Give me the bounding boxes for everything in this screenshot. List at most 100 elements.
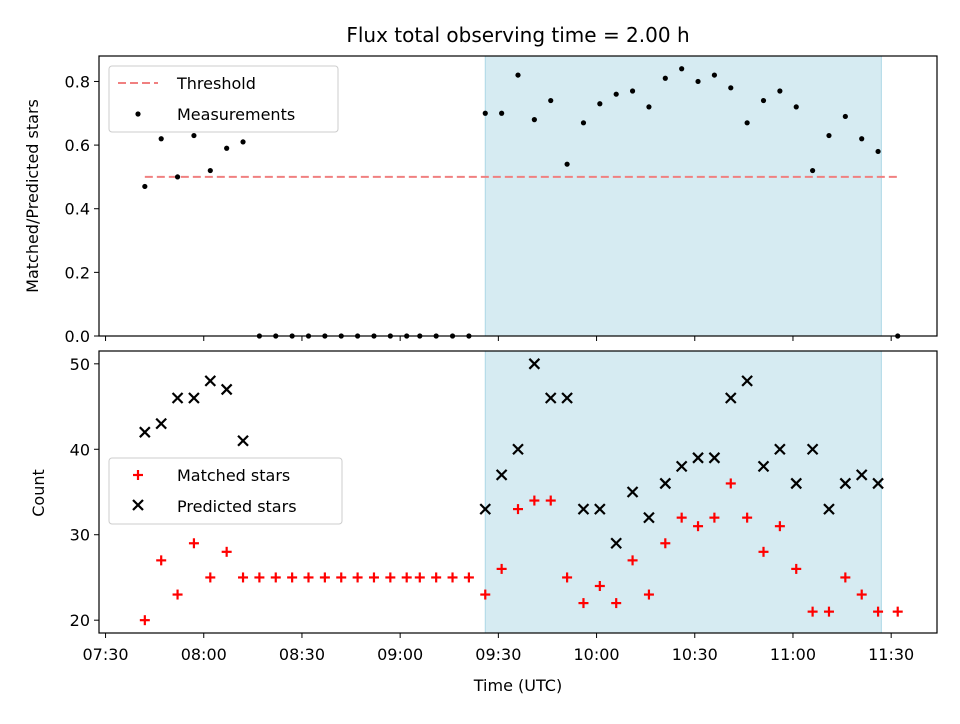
predicted-star-point <box>643 511 655 524</box>
matched-star-point <box>270 572 281 583</box>
matched-star-point <box>676 512 687 523</box>
measurement-point <box>174 174 181 180</box>
bottom-y-ticks: 20 30 40 50 <box>70 355 99 630</box>
matched-star-point <box>319 572 330 583</box>
matched-star-point <box>513 504 523 515</box>
legend-predicted-swatch <box>132 499 144 511</box>
matched-star-point <box>172 589 183 600</box>
measurement-point <box>810 167 816 174</box>
predicted-star-point <box>577 503 590 515</box>
predicted-star-point <box>724 392 737 404</box>
matched-star-point <box>205 572 216 583</box>
predicted-star-point <box>220 383 233 396</box>
predicted-star-point <box>188 392 200 404</box>
bottom-x-tick-label: 11:30 <box>868 645 914 664</box>
matched-star-point <box>578 598 589 609</box>
measurement-point <box>158 136 164 142</box>
top-y-axis-label: Matched/Predicted stars <box>23 99 42 293</box>
measurement-point <box>875 148 881 155</box>
predicted-star-point <box>204 375 217 387</box>
predicted-star-point <box>528 358 541 370</box>
measurement-point <box>207 167 213 174</box>
predicted-star-point <box>741 375 753 387</box>
matched-star-point <box>742 512 753 523</box>
matched-star-point <box>545 495 556 506</box>
predicted-star-point <box>823 503 835 515</box>
measurement-point <box>597 101 603 107</box>
predicted-star-point <box>872 477 884 490</box>
matched-star-point <box>221 546 232 557</box>
measurement-point <box>859 136 865 142</box>
measurement-point <box>531 117 537 123</box>
matched-star-point <box>385 572 396 583</box>
legend-predicted-label: Predicted stars <box>177 497 297 516</box>
measurement-point <box>842 113 848 120</box>
predicted-star-point <box>757 460 770 473</box>
matched-star-point <box>873 606 884 617</box>
measurement-point <box>695 78 701 85</box>
bottom-x-tick-label: 10:30 <box>672 645 718 664</box>
measurement-point <box>662 75 668 81</box>
legend-matched-label: Matched stars <box>177 466 290 485</box>
top-y-tick-label: 0.4 <box>65 200 90 219</box>
measurement-point <box>142 183 148 190</box>
top-legend: Threshold Measurements <box>108 65 339 133</box>
predicted-star-point <box>495 469 508 481</box>
bottom-data-marks <box>139 358 903 626</box>
measurement-point <box>499 110 505 116</box>
measurement-point <box>564 161 570 167</box>
legend-threshold-label: Threshold <box>176 74 256 93</box>
measurement-point <box>646 104 652 110</box>
matched-star-point <box>660 538 671 549</box>
bottom-y-axis-label: Count <box>29 469 48 517</box>
predicted-star-point <box>561 392 573 404</box>
measurement-point <box>826 132 832 139</box>
predicted-star-point <box>675 460 688 473</box>
top-x-ticks <box>105 336 892 341</box>
matched-star-point <box>254 572 265 583</box>
predicted-star-point <box>139 426 151 438</box>
bottom-y-tick-label: 20 <box>70 611 90 630</box>
top-y-tick-label: 0.0 <box>65 327 90 346</box>
measurement-point <box>744 120 750 126</box>
matched-star-point <box>447 572 458 583</box>
predicted-star-point <box>708 452 721 464</box>
matched-star-point <box>791 563 802 574</box>
top-y-tick-label: 0.2 <box>65 263 90 282</box>
matched-star-point <box>303 572 314 583</box>
bottom-y-tick-label: 40 <box>70 440 90 459</box>
matched-star-point <box>496 563 507 574</box>
matched-star-point <box>463 572 474 583</box>
legend-measurements-label: Measurements <box>177 105 295 124</box>
matched-star-point <box>401 572 412 583</box>
bottom-panel: 20 30 40 50 07:30 08:00 08:30 09:00 09:30 10:00 1… <box>29 350 938 695</box>
matched-star-point <box>892 606 903 617</box>
matched-star-point <box>807 606 818 617</box>
measurement-point <box>777 88 783 94</box>
bottom-x-tick-label: 08:30 <box>279 645 325 664</box>
matched-star-point <box>643 589 654 600</box>
measurement-point <box>240 139 246 145</box>
predicted-star-point <box>610 537 622 550</box>
top-data-marks <box>142 66 901 339</box>
matched-star-point <box>431 572 442 583</box>
matched-star-point <box>336 572 347 583</box>
top-y-ticks: 0.0 0.2 0.4 0.6 0.8 <box>65 72 99 346</box>
measurement-point <box>224 145 230 151</box>
matched-star-point <box>594 581 605 591</box>
predicted-star-point <box>512 443 524 456</box>
matched-star-point <box>856 589 867 600</box>
matched-star-point <box>709 512 720 523</box>
matched-star-point <box>368 572 379 583</box>
bottom-y-tick-label: 30 <box>70 526 90 545</box>
matched-star-point <box>139 615 150 626</box>
measurement-point <box>580 120 587 126</box>
measurement-point <box>515 72 521 78</box>
predicted-star-point <box>790 477 803 490</box>
legend-measurements-swatch <box>135 111 141 117</box>
bottom-x-tick-label: 11:00 <box>770 645 816 664</box>
measurement-point <box>613 91 619 97</box>
matched-star-point <box>725 478 736 489</box>
bottom-highlight-band <box>484 350 882 634</box>
